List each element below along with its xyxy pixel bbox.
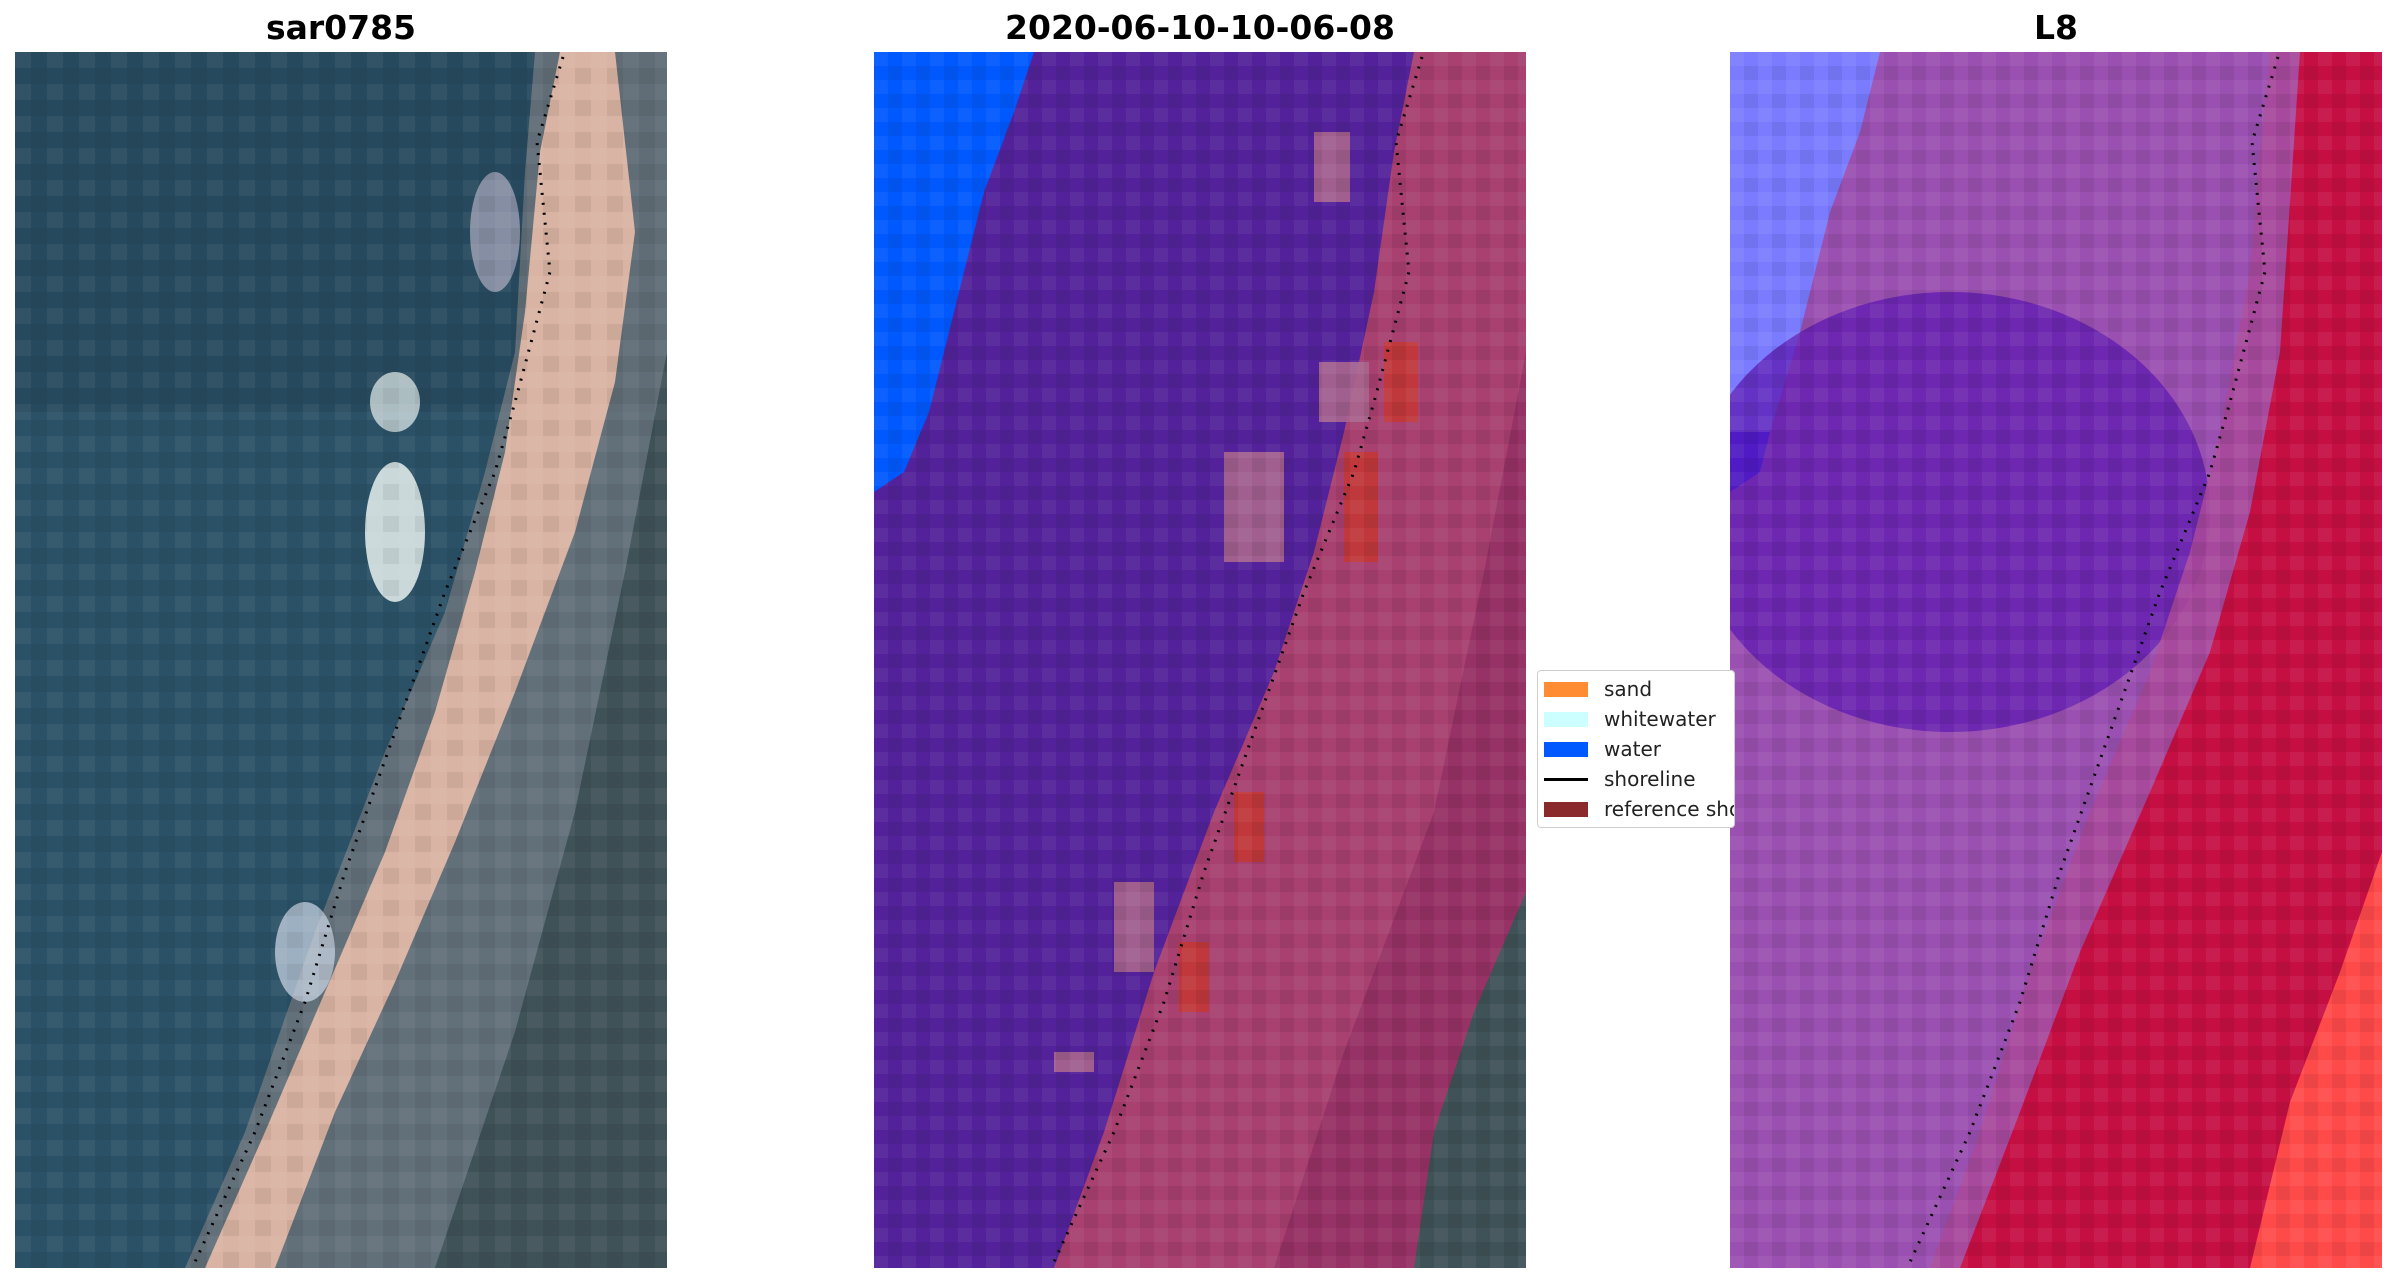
water-swatch bbox=[1544, 741, 1588, 757]
legend-label: reference shoreline bbox=[1604, 797, 1734, 821]
classified-image-panel bbox=[874, 52, 1526, 1268]
classified-image bbox=[874, 52, 1526, 1268]
legend-item-whitewater: whitewater bbox=[1538, 704, 1716, 734]
legend-label: water bbox=[1604, 737, 1661, 761]
legend-item-shoreline: shoreline bbox=[1538, 764, 1696, 794]
whitewater-swatch bbox=[1544, 711, 1588, 727]
panel-title-false-color: L8 bbox=[2034, 8, 2078, 47]
sand-swatch bbox=[1544, 681, 1588, 697]
reference-shoreline-swatch bbox=[1544, 801, 1588, 817]
legend-label: sand bbox=[1604, 677, 1653, 701]
legend-item-sand: sand bbox=[1538, 674, 1652, 704]
shoreline-line-swatch bbox=[1544, 777, 1588, 781]
legend: sand whitewater water shoreline referenc… bbox=[1537, 670, 1735, 828]
false-color-image-panel bbox=[1730, 52, 2382, 1268]
panel-title-rgb: sar0785 bbox=[265, 8, 417, 47]
legend-label: whitewater bbox=[1604, 707, 1716, 731]
legend-item-reference-shoreline: reference shoreline bbox=[1538, 794, 1734, 824]
rgb-image-panel bbox=[15, 52, 667, 1268]
legend-label: shoreline bbox=[1604, 767, 1696, 791]
panel-title-classified: 2020-06-10-10-06-08 bbox=[1005, 8, 1395, 47]
false-color-image bbox=[1730, 52, 2382, 1268]
legend-item-water: water bbox=[1538, 734, 1661, 764]
rgb-satellite-image bbox=[15, 52, 667, 1268]
